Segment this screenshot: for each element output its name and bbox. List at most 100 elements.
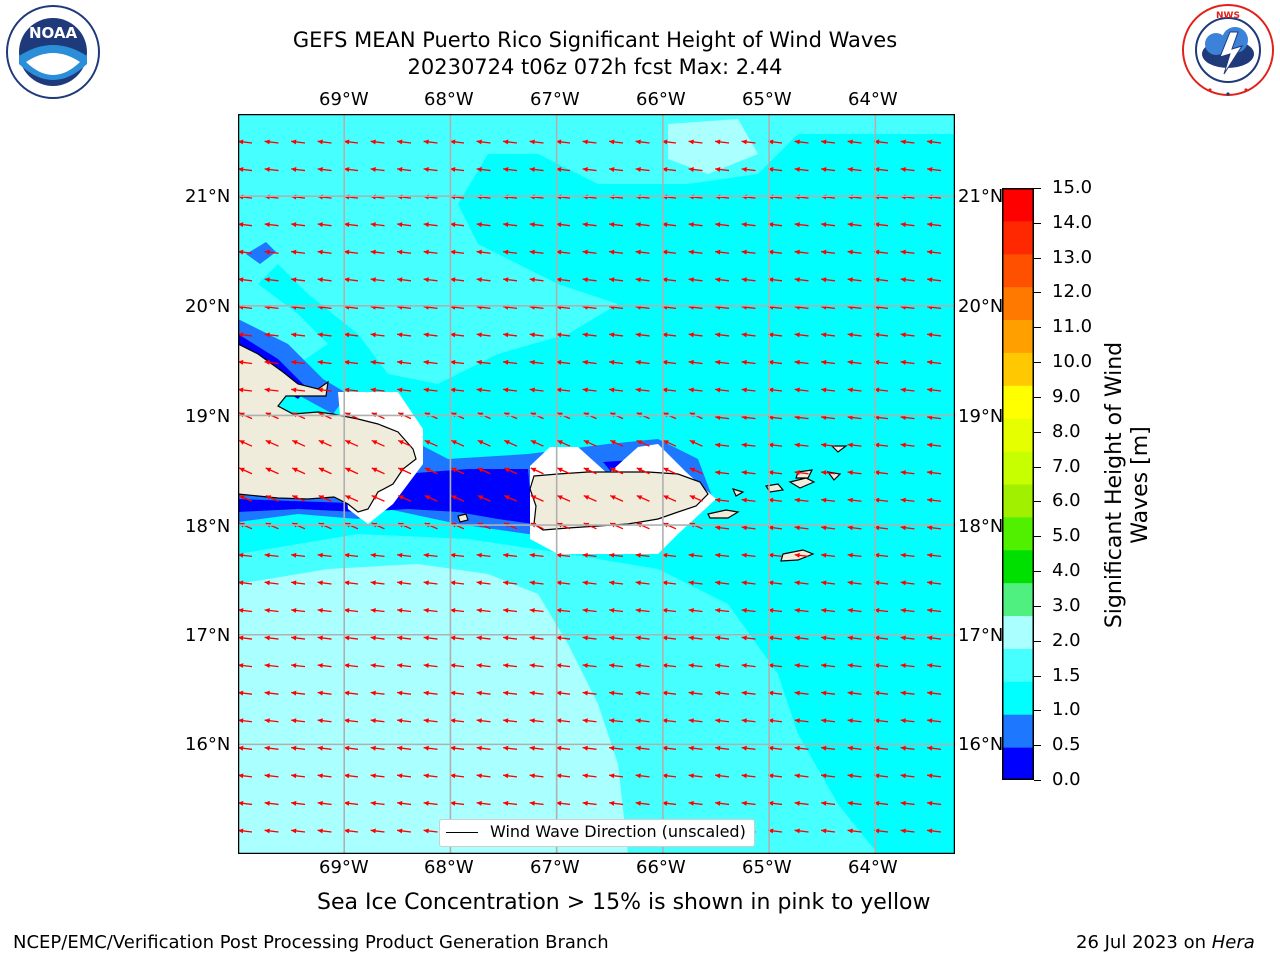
wave-arrow xyxy=(291,828,306,834)
wave-arrow xyxy=(264,580,279,586)
wave-arrow xyxy=(688,139,703,145)
wave-arrow xyxy=(609,494,624,502)
wave-arrow xyxy=(741,663,756,669)
wave-arrow xyxy=(768,525,783,531)
wave-arrow xyxy=(635,580,650,586)
wave-arrow xyxy=(927,635,942,641)
wave-arrow xyxy=(318,494,332,502)
colorbar-tick-mark xyxy=(1034,640,1041,642)
wave-arrow xyxy=(317,167,332,172)
wave-arrow xyxy=(450,635,465,641)
map-frame xyxy=(238,114,955,854)
wave-arrow xyxy=(450,139,465,145)
colorbar-segment xyxy=(1002,484,1034,518)
wave-arrow xyxy=(794,497,809,503)
wave-arrow xyxy=(635,139,650,145)
wave-arrow xyxy=(423,222,438,228)
wave-arrow xyxy=(635,332,650,338)
lat-label-right-19n: 19°N xyxy=(958,406,1002,427)
wave-arrow xyxy=(423,828,438,834)
wave-arrow xyxy=(317,249,332,255)
wave-arrow xyxy=(291,800,306,806)
wave-arrow xyxy=(370,359,385,365)
wave-arrow xyxy=(741,470,756,476)
wave-arrow xyxy=(582,690,597,696)
wave-arrow xyxy=(609,552,624,558)
footer-left: NCEP/EMC/Verification Post Processing Pr… xyxy=(13,932,609,953)
wave-arrow xyxy=(874,635,889,641)
wave-arrow xyxy=(264,332,279,338)
colorbar-tick-mark xyxy=(1034,466,1041,468)
wave-arrow xyxy=(900,800,915,806)
wave-arrow xyxy=(874,745,889,751)
wave-arrow xyxy=(821,139,836,145)
wave-arrow xyxy=(715,718,730,724)
wave-field-15-20-north xyxy=(238,114,955,384)
wave-arrow xyxy=(291,277,306,283)
wave-arrow xyxy=(662,800,677,806)
wave-arrow xyxy=(741,800,756,806)
wave-arrow xyxy=(370,635,385,641)
wave-arrow xyxy=(370,277,385,283)
wave-arrow xyxy=(344,580,359,586)
wave-arrow xyxy=(662,139,677,145)
wave-arrow xyxy=(476,249,491,255)
wave-arrow xyxy=(900,359,915,365)
wave-arrow xyxy=(291,690,306,696)
wave-arrow xyxy=(847,222,862,228)
wave-arrow xyxy=(530,467,544,475)
wave-arrow xyxy=(662,332,677,338)
wave-arrow xyxy=(264,139,279,145)
wave-arrow xyxy=(317,635,332,641)
wave-arrow xyxy=(583,439,597,447)
colorbar-segment xyxy=(1002,319,1034,353)
wave-arrow xyxy=(741,552,756,558)
wave-arrow xyxy=(238,494,253,502)
wave-arrow xyxy=(291,167,306,172)
wave-arrow xyxy=(265,494,279,502)
wave-arrow xyxy=(768,222,783,228)
wave-arrow xyxy=(662,167,677,172)
wave-arrow xyxy=(397,690,412,696)
wave-arrow xyxy=(238,663,253,669)
wave-arrow xyxy=(847,332,862,338)
legend-line-swatch xyxy=(446,832,478,833)
wave-arrow xyxy=(264,607,279,613)
wave-arrow xyxy=(847,607,862,613)
wave-arrow xyxy=(556,494,571,502)
wave-arrow xyxy=(609,718,624,724)
colorbar-tick-label: 14.0 xyxy=(1052,211,1093,233)
wave-arrow xyxy=(556,439,571,447)
wave-arrow xyxy=(264,359,279,365)
wave-arrow xyxy=(476,277,491,283)
colorbar-tick-label: 3.0 xyxy=(1052,594,1081,616)
wave-arrow xyxy=(900,277,915,283)
wave-arrow xyxy=(794,525,809,531)
wave-arrow xyxy=(397,277,412,283)
wave-arrow xyxy=(317,773,332,779)
colorbar-tick-mark xyxy=(1034,292,1041,294)
wave-arrow xyxy=(477,439,491,447)
wave-arrow xyxy=(291,494,306,502)
wave-arrow xyxy=(370,773,385,779)
wave-arrow xyxy=(609,635,624,641)
wave-arrow xyxy=(688,607,703,613)
wave-arrow xyxy=(847,442,862,448)
chart-title-line1: GEFS MEAN Puerto Rico Significant Height… xyxy=(292,28,898,52)
wave-arrow xyxy=(370,745,385,751)
wave-arrow xyxy=(344,745,359,751)
wave-arrow xyxy=(927,745,942,751)
wave-arrow xyxy=(397,332,412,338)
wave-arrow xyxy=(847,773,862,779)
wave-arrow xyxy=(609,387,624,393)
wave-arrow xyxy=(927,277,942,283)
wave-arrow xyxy=(450,332,465,338)
lon-label-bottom-69w: 69°W xyxy=(319,857,369,878)
wave-arrow xyxy=(476,222,491,228)
wave-arrow xyxy=(689,467,703,475)
wave-arrow xyxy=(371,439,385,447)
wave-arrow xyxy=(503,222,518,228)
wave-arrow xyxy=(450,745,465,751)
wave-arrow xyxy=(715,690,730,696)
wave-arrow xyxy=(847,800,862,806)
